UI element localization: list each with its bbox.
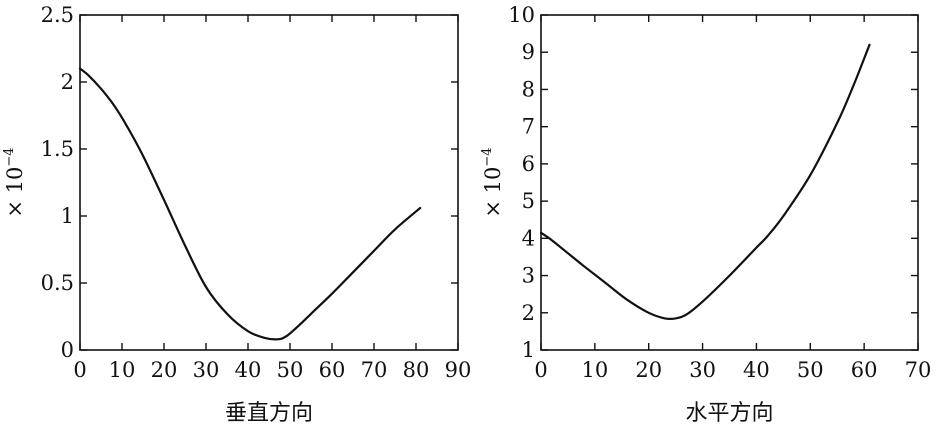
y-tick-label: 4 <box>522 226 535 250</box>
x-tick-label: 90 <box>445 358 472 382</box>
x-tick-label: 0 <box>73 358 86 382</box>
y-tick-label: 0 <box>61 338 74 362</box>
x-tick-label: 60 <box>851 358 878 382</box>
y-tick-label: 10 <box>508 3 535 27</box>
y-tick-label: 2 <box>61 70 74 94</box>
y-tick-label: 1.5 <box>41 137 74 161</box>
y-tick-label: 8 <box>522 77 535 101</box>
y-tick-label: 5 <box>522 189 535 213</box>
y-tick-label: 7 <box>522 115 535 139</box>
data-line <box>78 67 422 341</box>
x-tick-label: 50 <box>277 358 304 382</box>
y-axis-multiplier-exponent: −4 <box>480 147 495 166</box>
x-tick-label: 10 <box>109 358 136 382</box>
x-tick-label: 30 <box>689 358 716 382</box>
y-axis-multiplier-base: × 10 <box>3 167 27 218</box>
x-tick-label: 80 <box>403 358 430 382</box>
y-axis-multiplier-exponent: −4 <box>2 147 17 166</box>
tick-labels: 0 10 20 30 40 50 60 70 1 2 3 4 5 6 7 8 9 10 <box>508 3 931 382</box>
chart-vertical-direction: 0 10 20 30 40 50 60 70 80 90 0 0.5 1 1.5 2 2.5 垂直方向 × 1… <box>2 3 471 426</box>
x-axis-label: 垂直方向 <box>225 401 313 426</box>
x-tick-label: 20 <box>151 358 178 382</box>
data-line <box>539 43 871 321</box>
x-tick-label: 70 <box>905 358 932 382</box>
x-tick-label: 40 <box>235 358 262 382</box>
x-tick-label: 60 <box>319 358 346 382</box>
y-axis-multiplier-base: × 10 <box>481 167 505 218</box>
tick-labels: 0 10 20 30 40 50 60 70 80 90 0 0.5 1 1.5 2 2.5 <box>41 3 472 382</box>
y-tick-label: 6 <box>522 152 535 176</box>
x-tick-label: 50 <box>797 358 824 382</box>
x-axis-label: 水平方向 <box>685 401 773 426</box>
y-axis-multiplier: × 10−4 <box>480 147 505 217</box>
y-axis-multiplier: × 10−4 <box>2 147 27 217</box>
x-tick-label: 20 <box>635 358 662 382</box>
x-tick-label: 0 <box>534 358 547 382</box>
x-tick-label: 70 <box>361 358 388 382</box>
y-tick-label: 1 <box>522 338 535 362</box>
plot-frame <box>540 14 919 351</box>
plot-frame <box>79 14 459 351</box>
x-tick-label: 40 <box>743 358 770 382</box>
x-tick-label: 30 <box>193 358 220 382</box>
y-tick-label: 9 <box>522 40 535 64</box>
y-tick-label: 0.5 <box>41 271 74 295</box>
y-tick-label: 3 <box>522 264 535 288</box>
x-tick-label: 10 <box>581 358 608 382</box>
chart-horizontal-direction: 0 10 20 30 40 50 60 70 1 2 3 4 5 6 7 8 9 10 水平方向 × 10−4 <box>480 3 931 426</box>
y-tick-label: 1 <box>61 204 74 228</box>
ticks <box>540 14 919 351</box>
y-tick-label: 2 <box>522 301 535 325</box>
y-tick-label: 2.5 <box>41 3 74 27</box>
ticks <box>79 14 459 351</box>
